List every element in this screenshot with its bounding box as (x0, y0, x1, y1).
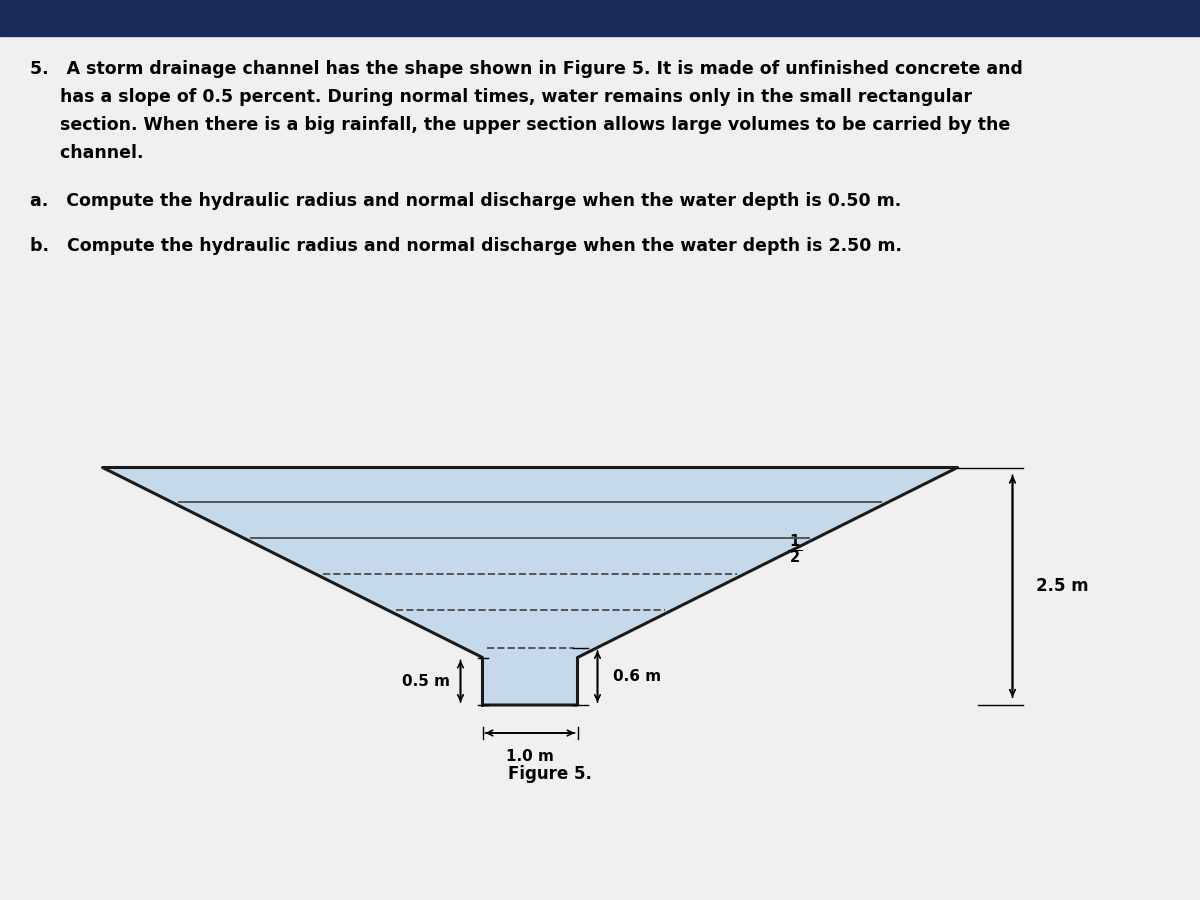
Polygon shape (102, 467, 958, 705)
Text: Figure 5.: Figure 5. (508, 765, 592, 783)
Text: b.   Compute the hydraulic radius and normal discharge when the water depth is 2: b. Compute the hydraulic radius and norm… (30, 237, 902, 255)
Text: 2.5 m: 2.5 m (1036, 577, 1088, 595)
Text: channel.: channel. (30, 144, 144, 162)
Text: section. When there is a big rainfall, the upper section allows large volumes to: section. When there is a big rainfall, t… (30, 116, 1010, 134)
Text: a.   Compute the hydraulic radius and normal discharge when the water depth is 0: a. Compute the hydraulic radius and norm… (30, 192, 901, 210)
Text: has a slope of 0.5 percent. During normal times, water remains only in the small: has a slope of 0.5 percent. During norma… (30, 88, 972, 106)
Text: 1: 1 (790, 534, 799, 548)
Text: 2: 2 (790, 551, 799, 565)
Text: 0.6 m: 0.6 m (613, 669, 661, 684)
Text: 0.5 m: 0.5 m (402, 674, 450, 688)
Text: 1.0 m: 1.0 m (506, 749, 554, 764)
Bar (0, 0, 1200, 36)
Text: 5.   A storm drainage channel has the shape shown in Figure 5. It is made of unf: 5. A storm drainage channel has the shap… (30, 60, 1022, 78)
